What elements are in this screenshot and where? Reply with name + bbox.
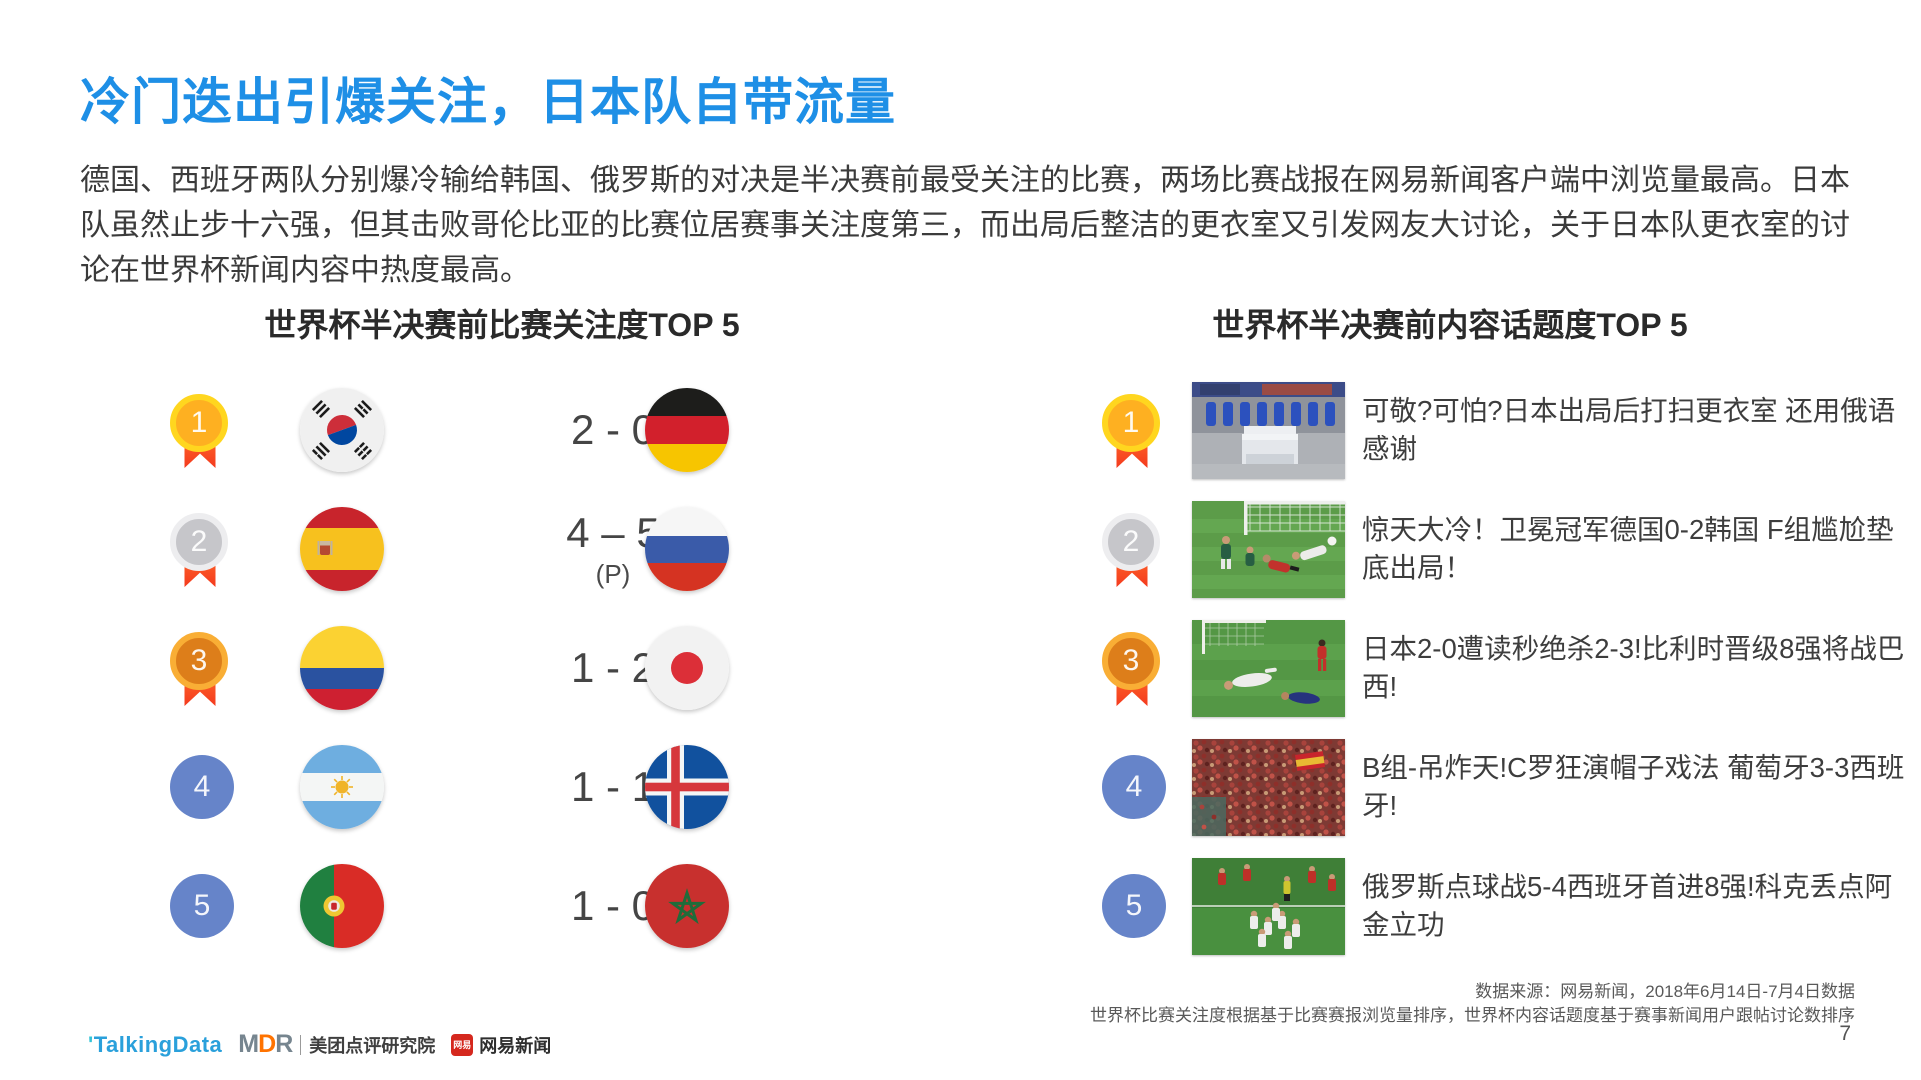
headline-text: 俄罗斯点球战5-4西班牙首进8强!科克丢点阿金立功 bbox=[1362, 871, 1893, 940]
rank-number: 2 bbox=[170, 513, 228, 571]
rank-number: 3 bbox=[170, 632, 228, 690]
rank-1-medal-icon: 1 bbox=[1102, 380, 1162, 468]
talkingdata-tick-icon: ' bbox=[88, 1031, 94, 1057]
news-row: 3 日本2-0遭读秒绝杀2-3!比利时晋级8强将战巴西! bbox=[0, 618, 1921, 718]
mdr-mark-icon: MDR bbox=[238, 1030, 293, 1058]
rank-number: 2 bbox=[1102, 513, 1160, 571]
rank-number: 5 bbox=[1102, 874, 1166, 938]
score-value: 1 - 1 bbox=[570, 763, 656, 810]
match-score: 1 - 1 bbox=[500, 737, 726, 837]
score-value: 1 - 0 bbox=[570, 882, 656, 929]
talkingdata-logo: 'TalkingData bbox=[88, 1031, 223, 1057]
photo-portugal-spain-fans bbox=[1192, 739, 1345, 836]
flag-morocco-icon bbox=[645, 864, 729, 948]
news-row: 2 惊天大冷！卫冕冠军德国0-2韩国 F组尴尬垫底出局！ bbox=[0, 499, 1921, 599]
logo-divider bbox=[300, 1034, 302, 1055]
rank-number: 4 bbox=[1102, 755, 1166, 819]
meituan-label: 美团点评研究院 bbox=[309, 1035, 436, 1056]
match-row: 5 1 - 0 bbox=[0, 856, 1921, 956]
news-row: 4 bbox=[0, 737, 1921, 837]
netease-badge-icon: 网易 bbox=[451, 1033, 474, 1056]
headline-text: 日本2-0遭读秒绝杀2-3!比利时晋级8强将战巴西! bbox=[1362, 633, 1905, 702]
page-number: 7 bbox=[1839, 1022, 1851, 1045]
headline-text: B组-吊炸天!C罗狂演帽子戏法 葡萄牙3-3西班牙! bbox=[1362, 752, 1905, 821]
source-line-2: 世界杯比赛关注度根据基于比赛赛报浏览量排序，世界杯内容话题度基于赛事新闻用户跟帖… bbox=[1090, 1006, 1855, 1025]
match-row: 3 1 - 2 bbox=[0, 618, 1921, 718]
rank-3-medal-icon: 3 bbox=[1102, 618, 1162, 706]
match-score: 4 – 5 (P) bbox=[500, 499, 726, 599]
match-score: 1 - 2 bbox=[500, 618, 726, 718]
news-headline: 惊天大冷！卫冕冠军德国0-2韩国 F组尴尬垫底出局！ bbox=[1362, 499, 1910, 599]
news-headline: 俄罗斯点球战5-4西班牙首进8强!科克丢点阿金立功 bbox=[1362, 856, 1910, 956]
rank-number: 1 bbox=[170, 394, 228, 452]
headline-text: 惊天大冷！卫冕冠军德国0-2韩国 F组尴尬垫底出局！ bbox=[1362, 514, 1894, 583]
netease-news-logo: 网易 网易新闻 bbox=[451, 1032, 551, 1058]
right-panel-title: 世界杯半决赛前内容话题度TOP 5 bbox=[1212, 307, 1688, 343]
news-headline: 日本2-0遭读秒绝杀2-3!比利时晋级8强将战巴西! bbox=[1362, 618, 1910, 718]
flag-iceland-icon bbox=[645, 745, 729, 829]
news-headline: 可敬?可怕?日本出局后打扫更衣室 还用俄语感谢 bbox=[1362, 380, 1910, 480]
rank-number: 4 bbox=[170, 755, 234, 819]
intro-paragraph: 德国、西班牙两队分别爆冷输给韩国、俄罗斯的对决是半决赛前最受关注的比赛，两场比赛… bbox=[80, 164, 1850, 287]
rank-number: 3 bbox=[1102, 632, 1160, 690]
match-row: 4 1 - 1 bbox=[0, 737, 1921, 837]
rank-4-badge-icon: 4 bbox=[1102, 737, 1166, 819]
photo-germany-korea-goal bbox=[1192, 501, 1345, 598]
penalty-note: (P) bbox=[595, 558, 631, 589]
match-score: 2 - 0 bbox=[500, 380, 726, 480]
rank-2-medal-icon: 2 bbox=[170, 499, 230, 587]
source-line-1: 数据来源：网易新闻，2018年6月14日-7月4日数据 bbox=[1475, 982, 1855, 1001]
match-score: 1 - 0 bbox=[500, 856, 726, 956]
rank-3-medal-icon: 3 bbox=[170, 618, 230, 706]
photo-japan-locker-room bbox=[1192, 382, 1345, 479]
score-value: 4 – 5 bbox=[566, 508, 660, 556]
flag-spain-icon bbox=[300, 507, 384, 591]
rank-number: 5 bbox=[170, 874, 234, 938]
rank-4-badge-icon: 4 bbox=[170, 737, 234, 819]
score-value: 2 - 0 bbox=[570, 406, 656, 453]
rank-5-badge-icon: 5 bbox=[1102, 856, 1166, 938]
data-source-note: 数据来源：网易新闻，2018年6月14日-7月4日数据 世界杯比赛关注度根据基于… bbox=[1090, 980, 1855, 1028]
match-row: 1 2 - 0 bbox=[0, 380, 1921, 480]
news-row: 1 可敬?可怕? bbox=[0, 380, 1921, 480]
rank-1-medal-icon: 1 bbox=[170, 380, 230, 468]
photo-japan-belgium-players bbox=[1192, 620, 1345, 717]
flag-japan-icon bbox=[645, 626, 729, 710]
news-headline: B组-吊炸天!C罗狂演帽子戏法 葡萄牙3-3西班牙! bbox=[1362, 737, 1910, 837]
meituan-dianping-logo: MDR 美团点评研究院 bbox=[238, 1030, 435, 1059]
photo-russia-celebration bbox=[1192, 858, 1345, 955]
news-row: 5 bbox=[0, 856, 1921, 956]
page-title: 冷门迭出引爆关注，日本队自带流量 bbox=[80, 74, 896, 130]
headline-text: 可敬?可怕?日本出局后打扫更衣室 还用俄语感谢 bbox=[1362, 395, 1896, 464]
left-panel-title: 世界杯半决赛前比赛关注度TOP 5 bbox=[264, 307, 740, 343]
match-row: 2 4 – 5 (P) bbox=[0, 499, 1921, 599]
flag-south-korea-icon bbox=[300, 388, 384, 472]
score-value: 1 - 2 bbox=[570, 644, 656, 691]
logo-bar: 'TalkingData MDR 美团点评研究院 网易 网易新闻 bbox=[88, 1030, 551, 1059]
rank-number: 1 bbox=[1102, 394, 1160, 452]
rank-5-badge-icon: 5 bbox=[170, 856, 234, 938]
netease-label: 网易新闻 bbox=[479, 1035, 552, 1056]
rank-2-medal-icon: 2 bbox=[1102, 499, 1162, 587]
